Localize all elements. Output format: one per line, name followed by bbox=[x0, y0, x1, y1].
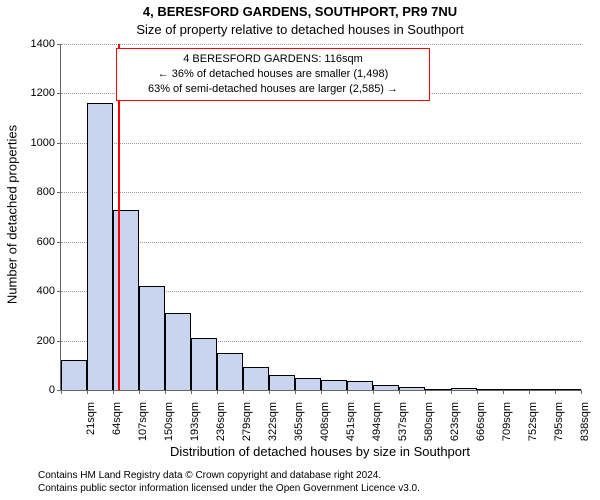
annotation-line-2: ← 36% of detached houses are smaller (1,… bbox=[123, 67, 423, 82]
footer-line-2: Contains public sector information licen… bbox=[38, 483, 420, 496]
histogram-bar bbox=[321, 380, 347, 390]
histogram-bar bbox=[399, 387, 425, 390]
y-tick-label: 1000 bbox=[31, 137, 55, 149]
histogram-bar bbox=[373, 385, 399, 390]
x-tick-mark bbox=[295, 390, 296, 394]
x-tick-mark bbox=[165, 390, 166, 394]
histogram-bar bbox=[425, 389, 451, 390]
x-tick-mark bbox=[243, 390, 244, 394]
footer-attribution: Contains HM Land Registry data © Crown c… bbox=[38, 470, 420, 495]
y-axis-label: Number of detached properties bbox=[5, 115, 20, 315]
histogram-bar bbox=[61, 360, 87, 390]
x-tick-mark bbox=[113, 390, 114, 394]
histogram-bar bbox=[555, 389, 581, 390]
x-tick-mark bbox=[139, 390, 140, 394]
chart-title-main: 4, BERESFORD GARDENS, SOUTHPORT, PR9 7NU bbox=[0, 4, 600, 19]
x-tick-mark bbox=[399, 390, 400, 394]
annotation-line-3: 63% of semi-detached houses are larger (… bbox=[123, 82, 423, 97]
gridline bbox=[61, 143, 581, 144]
histogram-bar bbox=[113, 210, 139, 390]
y-tick-mark bbox=[57, 44, 61, 45]
x-tick-mark bbox=[191, 390, 192, 394]
y-tick-mark bbox=[57, 143, 61, 144]
x-tick-mark bbox=[503, 390, 504, 394]
x-tick-mark bbox=[347, 390, 348, 394]
histogram-bar bbox=[217, 353, 243, 390]
x-tick-mark bbox=[451, 390, 452, 394]
x-tick-mark bbox=[87, 390, 88, 394]
chart-container: 4, BERESFORD GARDENS, SOUTHPORT, PR9 7NU… bbox=[0, 0, 600, 500]
annotation-line-1: 4 BERESFORD GARDENS: 116sqm bbox=[123, 52, 423, 67]
x-tick-label: 838sqm bbox=[579, 402, 591, 462]
x-tick-mark bbox=[555, 390, 556, 394]
gridline bbox=[61, 242, 581, 243]
histogram-bar bbox=[503, 389, 529, 390]
x-tick-mark bbox=[269, 390, 270, 394]
histogram-bar bbox=[451, 388, 477, 390]
y-tick-mark bbox=[57, 341, 61, 342]
x-tick-mark bbox=[321, 390, 322, 394]
histogram-bar bbox=[139, 286, 165, 390]
histogram-bar bbox=[191, 338, 217, 390]
x-tick-mark bbox=[477, 390, 478, 394]
y-tick-label: 1200 bbox=[31, 87, 55, 99]
y-tick-label: 0 bbox=[49, 384, 55, 396]
footer-line-1: Contains HM Land Registry data © Crown c… bbox=[38, 470, 420, 483]
y-tick-mark bbox=[57, 242, 61, 243]
x-tick-mark bbox=[425, 390, 426, 394]
x-tick-mark bbox=[581, 390, 582, 394]
histogram-bar bbox=[477, 389, 503, 390]
x-tick-mark bbox=[373, 390, 374, 394]
y-tick-label: 400 bbox=[37, 285, 55, 297]
annotation-box: 4 BERESFORD GARDENS: 116sqm ← 36% of det… bbox=[116, 48, 430, 101]
histogram-bar bbox=[269, 375, 295, 390]
x-tick-mark bbox=[217, 390, 218, 394]
x-tick-mark bbox=[529, 390, 530, 394]
chart-title-sub: Size of property relative to detached ho… bbox=[0, 22, 600, 37]
histogram-bar bbox=[347, 381, 373, 390]
y-tick-mark bbox=[57, 291, 61, 292]
gridline bbox=[61, 44, 581, 45]
y-tick-label: 1400 bbox=[31, 38, 55, 50]
y-tick-label: 800 bbox=[37, 186, 55, 198]
histogram-bar bbox=[295, 378, 321, 390]
histogram-bar bbox=[529, 389, 555, 390]
x-tick-mark bbox=[61, 390, 62, 394]
gridline bbox=[61, 192, 581, 193]
y-tick-label: 200 bbox=[37, 335, 55, 347]
x-axis-label: Distribution of detached houses by size … bbox=[60, 444, 580, 459]
y-tick-mark bbox=[57, 93, 61, 94]
histogram-bar bbox=[243, 367, 269, 390]
histogram-bar bbox=[87, 103, 113, 390]
histogram-bar bbox=[165, 313, 191, 390]
y-tick-label: 600 bbox=[37, 236, 55, 248]
y-tick-mark bbox=[57, 192, 61, 193]
